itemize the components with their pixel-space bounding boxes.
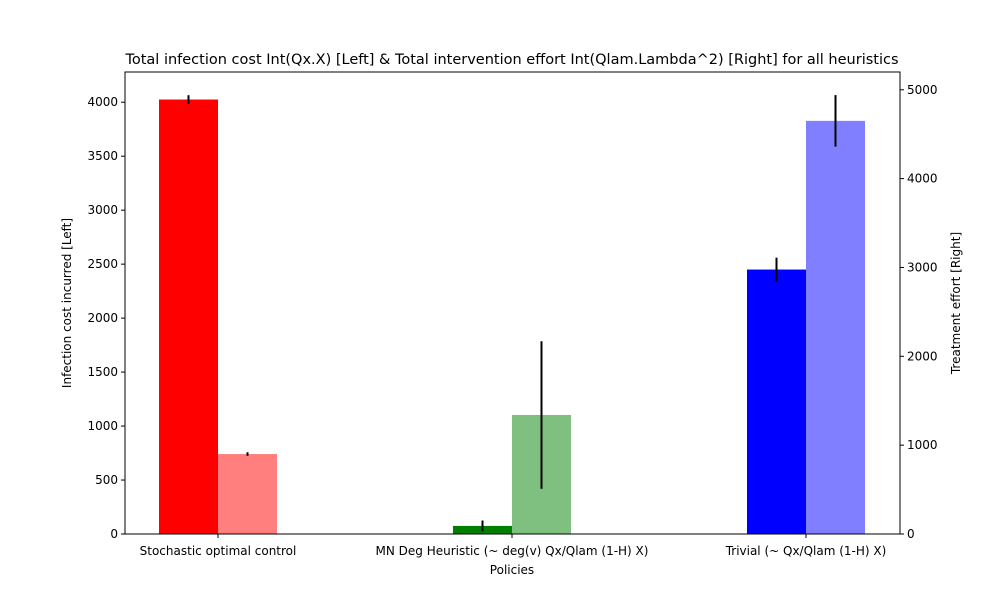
right-axis-label: Treatment effort [Right]: [949, 232, 963, 375]
right-tick-label: 2000: [907, 349, 938, 363]
right-tick-label: 3000: [907, 260, 938, 274]
bar-left-2: [747, 269, 806, 534]
right-tick-label: 5000: [907, 83, 938, 97]
x-axis-label: Policies: [490, 563, 534, 577]
bar-right-0: [218, 454, 277, 534]
right-tick-label: 1000: [907, 438, 938, 452]
error-bars-layer: [187, 95, 837, 532]
bar-right-2: [806, 120, 865, 534]
left-tick-label: 500: [95, 473, 118, 487]
right-tick-label: 4000: [907, 172, 938, 186]
left-tick-label: 3500: [87, 149, 118, 163]
left-tick-label: 4000: [87, 95, 118, 109]
left-tick-label: 3000: [87, 203, 118, 217]
left-tick-label: 1000: [87, 419, 118, 433]
x-tick-label: MN Deg Heuristic (~ deg(v) Qx/Qlam (1-H)…: [376, 544, 649, 558]
x-tick-label: Trivial (~ Qx/Qlam (1-H) X): [725, 544, 887, 558]
right-axis: 0 1000 2000 3000 4000 5000: [900, 83, 938, 541]
x-axis: Stochastic optimal control MN Deg Heurist…: [140, 534, 887, 558]
left-tick-label: 0: [110, 527, 118, 541]
right-tick-label: 0: [907, 527, 915, 541]
left-tick-label: 2000: [87, 311, 118, 325]
left-tick-label: 1500: [87, 365, 118, 379]
left-axis-label: Infection cost incurred [Left]: [60, 218, 74, 388]
left-tick-label: 2500: [87, 257, 118, 271]
left-axis: 0 500 1000 1500 2000 2500 3000 3500 4000: [87, 95, 125, 541]
x-tick-label: Stochastic optimal control: [140, 544, 297, 558]
bar-left-0: [159, 99, 218, 535]
bars-layer: [159, 99, 865, 535]
chart-title: Total infection cost Int(Qx.X) [Left] & …: [124, 52, 898, 68]
